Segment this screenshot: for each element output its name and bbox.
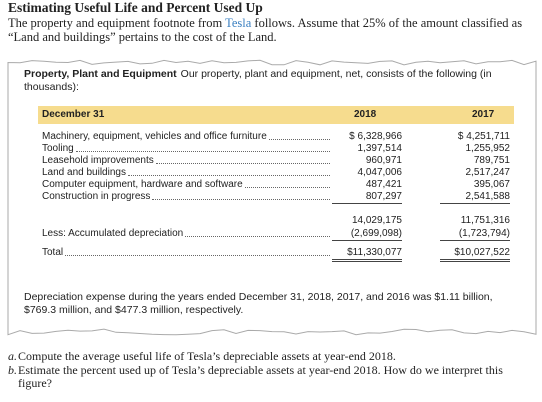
value-cell: 2,517,247 [465,167,511,178]
label-text: Computer equipment, hardware and softwar… [42,179,243,190]
row-label: Machinery, equipment, vehicles and offic… [42,131,334,143]
value-cell: 395,067 [473,179,510,190]
value-cell: 2,541,588 [440,191,510,204]
value-cell: 14,029,175 [351,215,402,226]
intro-text: follows. Assume that 25% of the amount c… [8,16,523,44]
row-label [42,215,334,227]
excerpt-heading: Property, Plant and Equipment Our propert… [24,68,524,94]
value-cell: (1,723,794) [440,228,510,241]
value-cell: 11,751,316 [460,215,510,226]
label-text: Total [42,247,64,258]
value-cell: 960,971 [365,155,402,166]
header-cell: December 31 [42,109,105,120]
exercise-title: Estimating Useful Life and Percent Used … [8,0,263,15]
row-label: Less: Accumulated depreciation [42,228,334,240]
leader [75,143,330,152]
leader [152,191,330,200]
value-cell: 4,047,006 [357,167,403,178]
row-label: Leasehold improvements [42,155,334,167]
table-row: Less: Accumulated depreciation (2,699,098… [42,228,512,241]
row-label: Land and buildings [42,167,334,179]
leader [155,155,330,164]
question-marker: b. [8,363,17,377]
intro: The property and equipment footnote from… [8,16,534,44]
row-label: Computer equipment, hardware and softwar… [42,179,334,191]
table-row: Tooling 1,397,514 1,255,952 [42,143,512,155]
header-cell: 2018 [354,109,377,120]
value-cell: 1,255,952 [465,143,511,154]
question-text: Compute the average useful life of Tesla… [18,349,396,363]
label-text: Construction in progress [42,191,151,202]
leader [185,228,330,237]
leader [268,131,330,140]
torn-paper [7,59,537,336]
value-cell: 789,751 [473,155,510,166]
leader [65,247,330,256]
value-cell: $ 4,251,711 [457,131,510,142]
value-cell: (2,699,098) [332,228,402,241]
label-text: Land and buildings [42,167,126,178]
table-row: Total $11,330,077 $10,027,522 [42,247,512,262]
question-text: Estimate the percent used up of Tesla’s … [18,363,503,390]
heading-bold: Property, Plant and Equipment [24,68,177,80]
value-cell: $11,330,077 [332,247,402,262]
tesla-link[interactable]: Tesla [225,16,252,30]
label-text: Leasehold improvements [42,155,154,166]
table-header: December 31 2018 2017 [38,106,514,124]
question: b. Estimate the percent used up of Tesla’… [8,364,534,390]
label-text: Tooling [42,143,74,154]
label-text: Less: Accumulated depreciation [42,228,184,239]
question-marker: a. [8,349,17,363]
table-row: Land and buildings 4,047,006 2,517,247 [42,167,512,179]
value-cell: 1,397,514 [357,143,403,154]
table-row: Construction in progress 807,297 2,541,588 [42,191,512,204]
intro-text: The property and equipment footnote from [8,16,226,30]
excerpt-card [7,59,537,336]
question: a. Compute the average useful life of Tes… [8,350,534,363]
row-label: Construction in progress [42,191,334,203]
table-row: 14,029,175 11,751,316 [42,215,512,227]
leader [244,179,330,188]
value-cell: 807,297 [332,191,402,204]
value-cell: $10,027,522 [440,247,510,262]
table-row: Machinery, equipment, vehicles and offic… [42,131,512,143]
label-text: Machinery, equipment, vehicles and offic… [42,131,267,142]
note: Depreciation expense during the years en… [24,291,493,316]
row-label: Tooling [42,143,334,155]
row-label: Total [42,247,334,259]
value-cell: $ 6,328,966 [349,131,402,142]
value-cell: 487,421 [365,179,402,190]
leader [127,167,330,176]
lead-text: Our property, plant and equipment, net, … [24,68,492,93]
header-cell: 2017 [472,109,495,120]
table-row: Computer equipment, hardware and softwar… [42,179,512,191]
table-row: Leasehold improvements 960,971 789,751 [42,155,512,167]
